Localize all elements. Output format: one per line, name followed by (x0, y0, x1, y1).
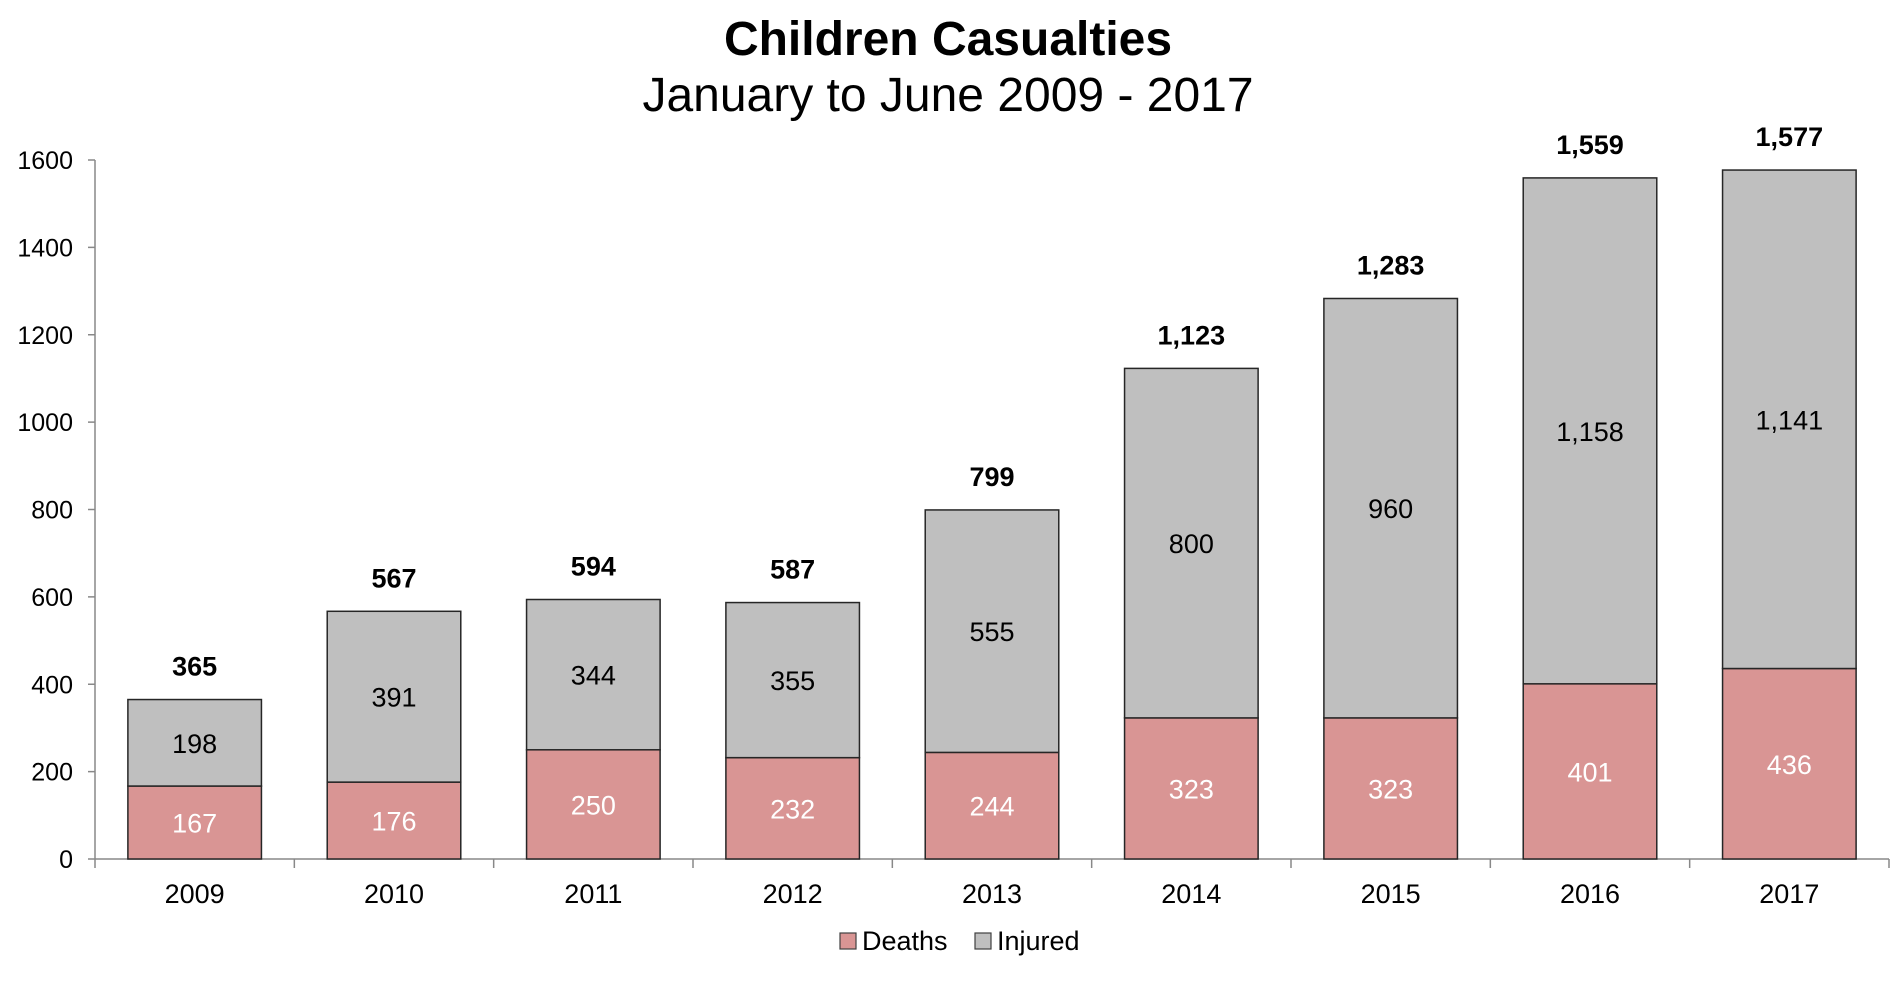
bars (127, 169, 1857, 860)
y-tick-label: 1000 (17, 409, 73, 437)
segment-label-deaths: 167 (172, 809, 217, 839)
bar-injured (127, 698, 263, 787)
total-label: 587 (770, 555, 815, 585)
segment-label-injured: 1,158 (1556, 417, 1624, 447)
segment-label-deaths: 323 (1169, 774, 1214, 804)
bar-deaths (725, 756, 861, 860)
total-label: 1,559 (1556, 130, 1624, 160)
segment-label-deaths: 323 (1368, 774, 1413, 804)
segment-label-deaths: 232 (770, 794, 815, 824)
y-tick-label: 600 (31, 584, 73, 612)
bar-injured (1721, 169, 1857, 670)
total-label: 1,283 (1357, 250, 1425, 280)
x-tick-label: 2015 (1361, 879, 1421, 909)
segment-label-injured: 344 (571, 661, 616, 691)
x-tick-label: 2010 (364, 879, 424, 909)
segment-label-deaths: 250 (571, 790, 616, 820)
total-label: 1,577 (1756, 122, 1824, 152)
y-tick-label: 400 (31, 671, 73, 699)
legend-label-deaths: Deaths (862, 926, 948, 956)
x-tick-label: 2016 (1560, 879, 1620, 909)
segment-label-injured: 960 (1368, 494, 1413, 524)
legend: Deaths Injured (839, 926, 1080, 956)
segment-label-injured: 391 (371, 683, 416, 713)
total-label: 594 (571, 551, 616, 581)
total-label: 365 (172, 652, 217, 682)
x-tick-label: 2009 (165, 879, 225, 909)
legend-swatch-injured (974, 932, 992, 950)
chart-subtitle: January to June 2009 - 2017 (642, 69, 1253, 122)
x-tick-label: 2013 (962, 879, 1022, 909)
bar-deaths (1721, 667, 1857, 860)
legend-label-injured: Injured (997, 926, 1080, 956)
segment-label-deaths: 436 (1767, 750, 1812, 780)
segment-label-injured: 355 (770, 666, 815, 696)
segment-label-injured: 800 (1169, 529, 1214, 559)
y-tick-label: 1200 (17, 322, 73, 350)
bar-injured (1323, 297, 1459, 719)
data-labels: 167 198 365 176 391 567 250 344 594 232 355 587 244 5… (172, 122, 1823, 838)
total-label: 1,123 (1158, 320, 1226, 350)
bar-deaths (127, 785, 263, 860)
bar-injured (326, 610, 462, 783)
bar-deaths (1323, 717, 1459, 860)
bar-injured (1522, 177, 1658, 685)
bar-injured (725, 601, 861, 759)
bar-deaths (924, 751, 1060, 860)
segment-label-injured: 198 (172, 729, 217, 759)
bar-deaths (326, 781, 462, 860)
bar-injured (525, 598, 661, 751)
x-tick-label: 2017 (1759, 879, 1819, 909)
y-tick-label: 1600 (17, 147, 73, 175)
y-tick-label: 0 (59, 846, 73, 874)
total-label: 567 (371, 563, 416, 593)
segment-label-injured: 555 (969, 617, 1014, 647)
segment-label-injured: 1,141 (1756, 405, 1824, 435)
segment-label-deaths: 176 (371, 807, 416, 837)
bar-injured (1123, 367, 1259, 719)
bar-injured (924, 509, 1060, 754)
y-tick-label: 800 (31, 497, 73, 525)
segment-label-deaths: 244 (969, 792, 1014, 822)
x-tick-label: 2014 (1161, 879, 1221, 909)
segment-label-deaths: 401 (1567, 757, 1612, 787)
legend-swatch-deaths (839, 932, 857, 950)
total-label: 799 (969, 462, 1014, 492)
x-tick-label: 2012 (763, 879, 823, 909)
x-tick-label: 2011 (564, 879, 622, 909)
bar-deaths (1522, 683, 1658, 860)
chart-title: Children Casualties (724, 13, 1172, 66)
y-tick-label: 200 (31, 759, 73, 787)
bar-deaths (1123, 717, 1259, 860)
y-tick-label: 1400 (17, 234, 73, 262)
